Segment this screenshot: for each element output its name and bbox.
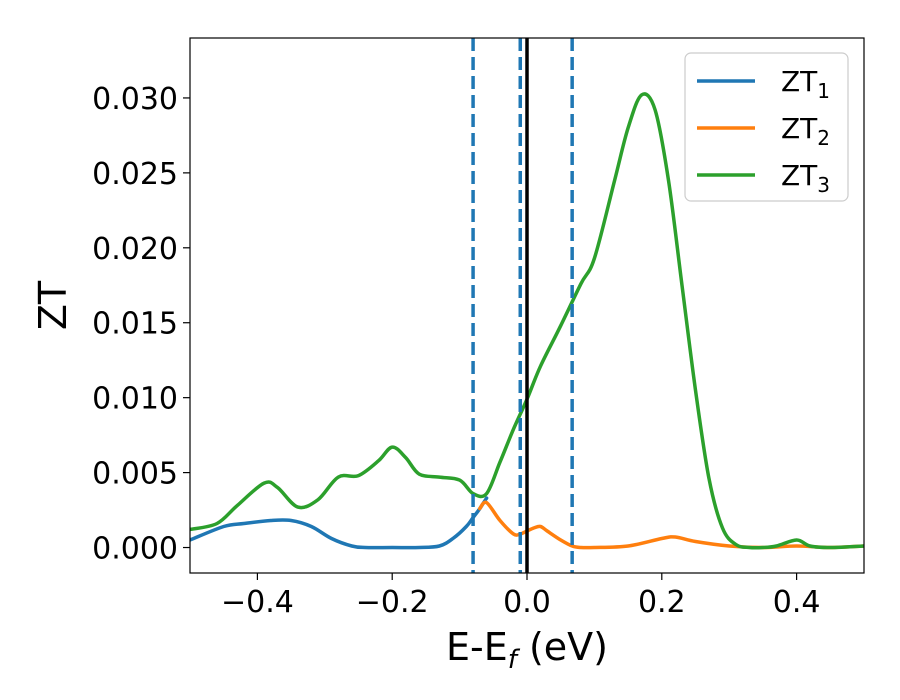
series-line-zt3: [190, 92, 864, 550]
x-tick-label: 0.0: [503, 585, 551, 620]
y-tick-label: 0.015: [92, 307, 178, 342]
legend: ZT1 ZT2 ZT3: [684, 52, 849, 202]
x-tick-label: 0.4: [773, 585, 821, 620]
x-axis-title: E-Ef (eV): [446, 625, 608, 675]
y-tick-label: 0.005: [92, 457, 178, 492]
x-tick-label: 0.2: [638, 585, 686, 620]
legend-label-zt1: ZT1: [781, 65, 830, 103]
y-tick-label: 0.020: [92, 232, 178, 267]
y-tick-label: 0.030: [92, 82, 178, 117]
y-tick-label: 0.010: [92, 382, 178, 417]
reference-lines: [471, 38, 574, 573]
y-tick-label: 0.000: [92, 532, 178, 567]
x-tick-label: −0.2: [356, 585, 429, 620]
series-line-zt2: [478, 500, 864, 550]
legend-box: [684, 52, 849, 202]
y-axis-title: ZT: [31, 280, 75, 330]
plot-data: [190, 92, 864, 550]
series-line-zt1: [190, 496, 489, 550]
x-tick-label: −0.4: [221, 585, 294, 620]
legend-label-zt2: ZT2: [781, 112, 830, 150]
y-tick-label: 0.025: [92, 157, 178, 192]
x-axis: −0.4 −0.2 0.0 0.2 0.4: [221, 573, 820, 620]
legend-label-zt3: ZT3: [781, 159, 830, 197]
y-axis: 0.000 0.005 0.010 0.015 0.020 0.025 0.030: [92, 82, 190, 567]
